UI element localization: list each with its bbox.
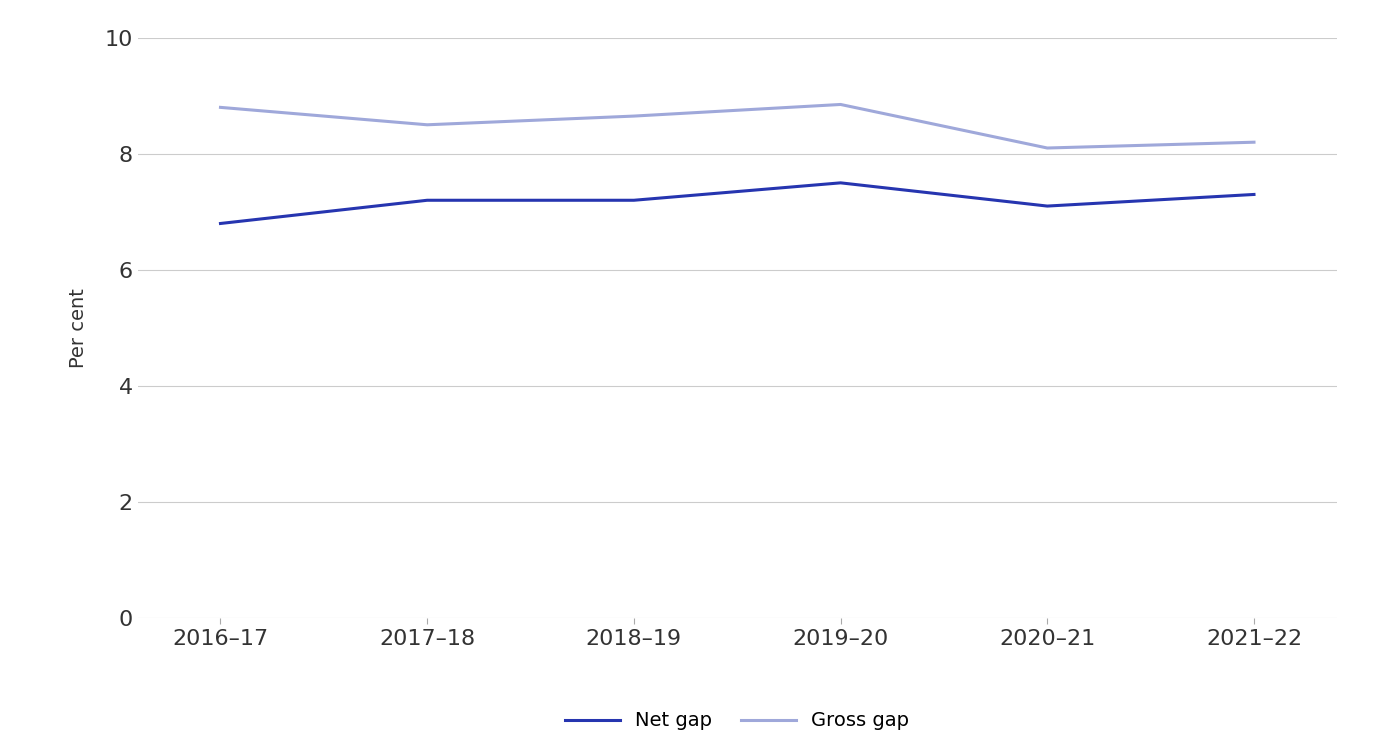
Gross gap: [419, 121, 435, 130]
Net gap: [626, 196, 642, 205]
Net gap: [212, 219, 229, 228]
Gross gap: [832, 100, 849, 109]
Legend: Net gap, Gross gap: Net gap, Gross gap: [557, 703, 918, 738]
Line: Net gap: Net gap: [220, 183, 1254, 223]
Gross gap: [212, 103, 229, 112]
Line: Gross gap: Gross gap: [220, 105, 1254, 148]
Net gap: [1246, 190, 1262, 199]
Net gap: [1039, 201, 1056, 210]
Gross gap: [626, 112, 642, 121]
Gross gap: [1039, 143, 1056, 152]
Net gap: [832, 179, 849, 188]
Gross gap: [1246, 138, 1262, 147]
Net gap: [419, 196, 435, 205]
Y-axis label: Per cent: Per cent: [69, 288, 88, 368]
